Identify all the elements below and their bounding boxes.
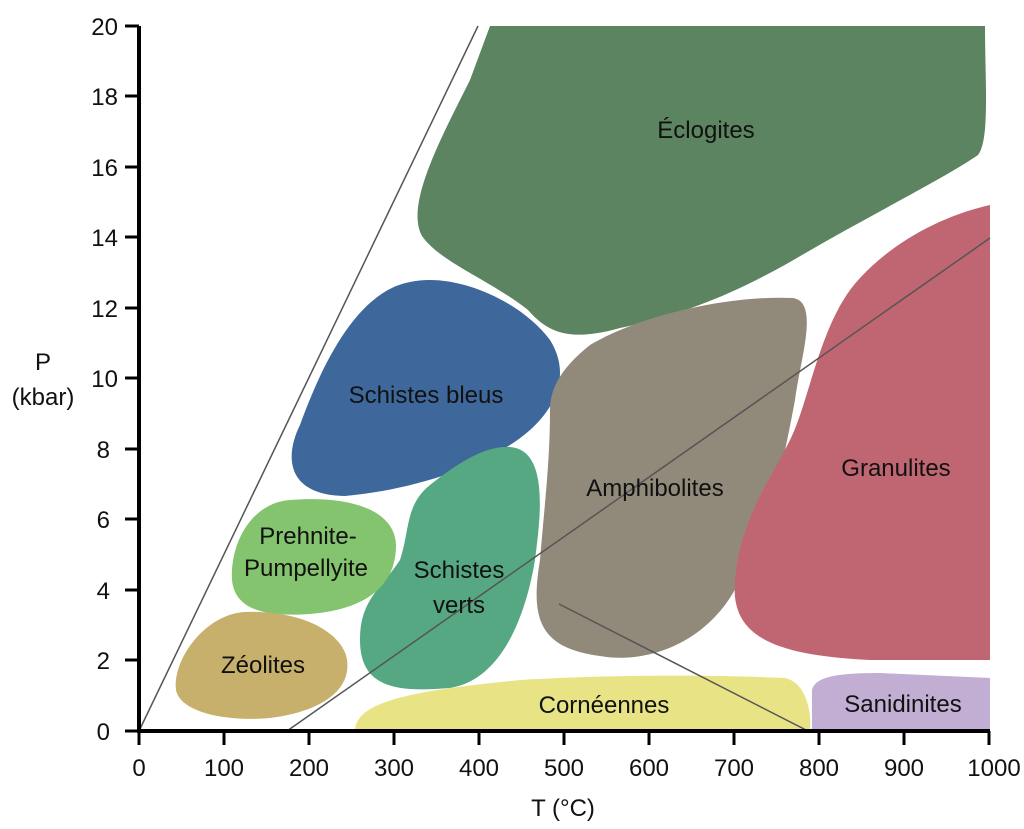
y-tick-label: 16: [91, 155, 118, 182]
x-tick-label: 400: [459, 755, 499, 782]
guide-lines: [138, 25, 991, 732]
corneennes-label: Cornéennes: [539, 692, 670, 719]
contact-line: [558, 603, 809, 732]
eclogites-field: [417, 26, 987, 335]
x-tick-label: 700: [714, 755, 754, 782]
y-tick-label: 4: [97, 578, 110, 605]
y-tick-label: 12: [91, 296, 118, 323]
x-tick-label: 800: [799, 755, 839, 782]
x-tick-label: 300: [374, 755, 414, 782]
schistes-verts-label-line2: verts: [433, 592, 485, 619]
zeolites-label: Zéolites: [221, 652, 305, 679]
x-tick-label: 600: [629, 755, 669, 782]
y-tick-label: 10: [91, 366, 118, 393]
prehnite-label-line2: Pumpellyite: [244, 555, 368, 582]
prehnite-pumpellyite-field: [231, 499, 396, 615]
zeolites-field: [175, 611, 348, 719]
amphibolites-label: Amphibolites: [586, 475, 723, 502]
schistes-bleus-label: Schistes bleus: [349, 382, 504, 409]
schistes-verts-label-line1: Schistes: [414, 557, 505, 584]
y-tick-label: 8: [97, 437, 110, 464]
y-tick-labels: 0 2 4 6 8 10 12 14 16 18 20: [91, 14, 118, 746]
y-tick-label: 0: [97, 719, 110, 746]
x-tick-label: 900: [884, 755, 924, 782]
x-tick-label: 100: [204, 755, 244, 782]
geotherm-line: [286, 237, 991, 732]
eclogites-label: Éclogites: [657, 117, 754, 144]
x-tick-label: 0: [132, 755, 145, 782]
corneennes-field: [355, 675, 811, 731]
granulites-field: [734, 205, 990, 660]
y-tick-label: 20: [91, 14, 118, 41]
granulites-label: Granulites: [841, 455, 950, 482]
x-tick-label: 500: [544, 755, 584, 782]
prehnite-label-line1: Prehnite-: [259, 523, 356, 550]
y-tick-label: 6: [97, 507, 110, 534]
y-tick-label: 14: [91, 225, 118, 252]
sanidinites-label: Sanidinites: [844, 691, 961, 718]
tick-marks: [125, 24, 991, 745]
y-tick-label: 2: [97, 648, 110, 675]
sanidinites-field: [812, 673, 990, 731]
x-tick-labels: 0 100 200 300 400 500 600 700 800 900 10…: [132, 755, 1020, 782]
x-axis-title: T (°C): [531, 795, 595, 822]
upper-gradient-line: [138, 25, 479, 732]
schistes-bleus-field: [291, 279, 561, 496]
schistes-verts-field: [360, 446, 540, 690]
y-tick-label: 18: [91, 84, 118, 111]
y-axis-title-line1: P: [35, 349, 51, 376]
x-tick-label: 200: [289, 755, 329, 782]
x-tick-label: 1000: [967, 755, 1020, 782]
y-axis-title-line2: (kbar): [12, 384, 75, 411]
